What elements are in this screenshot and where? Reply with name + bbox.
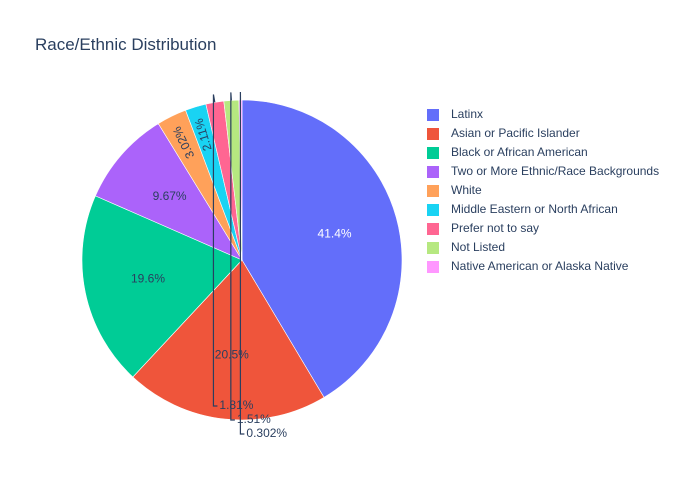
leader-line-prefer-not-to-say (212, 94, 218, 407)
legend-swatch (427, 223, 439, 235)
legend-label: Black or African American (451, 145, 588, 159)
legend-label: Middle Eastern or North African (451, 202, 618, 216)
pie-slice-black-or-african-american[interactable] (81, 195, 243, 378)
legend-label: White (451, 183, 482, 197)
slice-label-asian-or-pacific-islander: 20.5% (215, 348, 249, 362)
legend-swatch (427, 261, 439, 273)
legend-item-native-american-or-alaska-native[interactable]: Native American or Alaska Native (427, 259, 629, 273)
chart-title: Race/Ethnic Distribution (35, 35, 216, 54)
legend-swatch (427, 166, 439, 178)
legend-label: Two or More Ethnic/Race Backgrounds (451, 164, 659, 178)
legend-item-black-or-african-american[interactable]: Black or African American (427, 145, 588, 159)
slice-label-prefer-not-to-say: 1.81% (219, 398, 253, 412)
pie-slice-two-or-more-ethnic-race-backgrounds[interactable] (95, 123, 243, 261)
legend-swatch (427, 204, 439, 216)
legend-item-latinx[interactable]: Latinx (427, 107, 483, 121)
legend-item-asian-or-pacific-islander[interactable]: Asian or Pacific Islander (427, 126, 580, 140)
pie-slices (81, 99, 403, 421)
legend-swatch (427, 242, 439, 254)
legend-swatch (427, 185, 439, 197)
legend-item-middle-eastern-or-north-african[interactable]: Middle Eastern or North African (427, 202, 618, 216)
pie-slice-asian-or-pacific-islander[interactable] (132, 259, 325, 421)
legend-swatch (427, 128, 439, 140)
legend-item-white[interactable]: White (427, 183, 482, 197)
legend-label: Not Listed (451, 240, 505, 254)
legend-label: Latinx (451, 107, 483, 121)
legend-label: Native American or Alaska Native (451, 259, 629, 273)
legend-item-prefer-not-to-say[interactable]: Prefer not to say (427, 221, 539, 235)
legend-swatch (427, 109, 439, 121)
slice-label-not-listed: 1.51% (237, 412, 271, 426)
legend-label: Asian or Pacific Islander (451, 126, 580, 140)
leader-line-native-american-or-alaska-native (239, 92, 245, 435)
legend-item-two-or-more-ethnic-race-backgrounds[interactable]: Two or More Ethnic/Race Backgrounds (427, 164, 659, 178)
slice-label-latinx: 41.4% (318, 227, 352, 241)
legend: Latinx Asian or Pacific Islander Black or … (427, 107, 659, 273)
slice-label-two-or-more-ethnic-race-backgrounds: 9.67% (153, 189, 187, 203)
legend-swatch (427, 147, 439, 159)
slice-label-black-or-african-american: 19.6% (131, 272, 165, 286)
pie-slice-latinx[interactable] (241, 99, 403, 398)
legend-label: Prefer not to say (451, 221, 539, 235)
slice-label-native-american-or-alaska-native: 0.302% (246, 426, 287, 440)
legend-item-not-listed[interactable]: Not Listed (427, 240, 505, 254)
leader-line-not-listed (230, 92, 235, 421)
